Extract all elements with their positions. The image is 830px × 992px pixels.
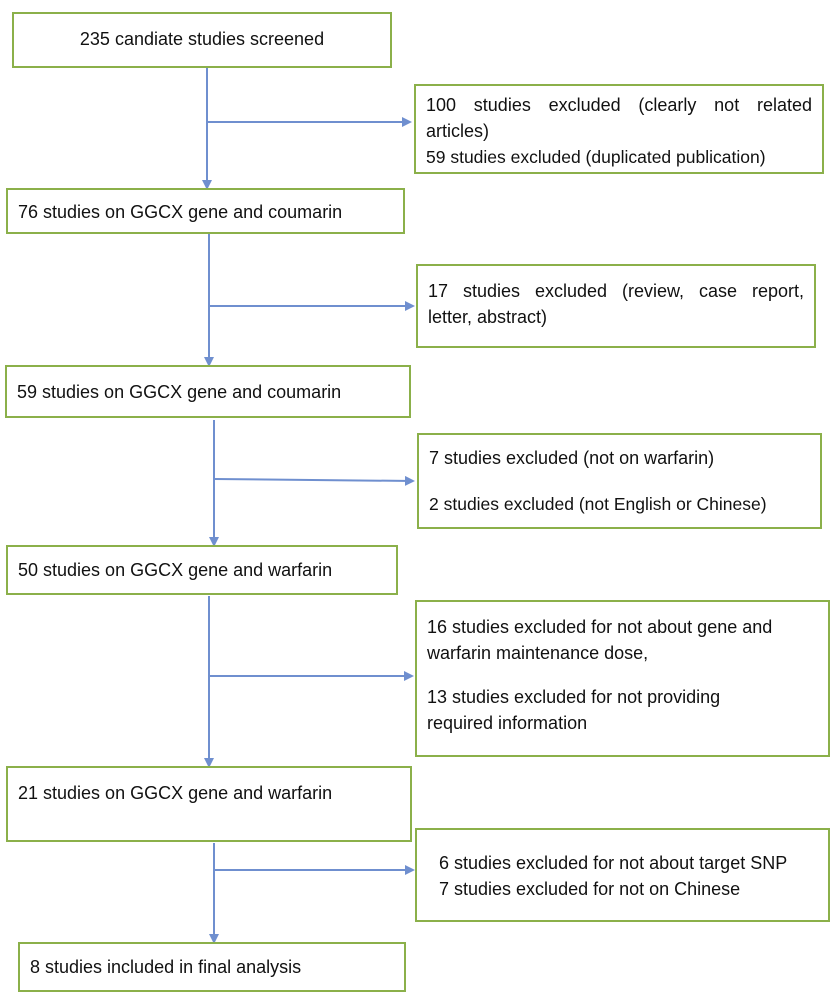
step-label: 59 studies on GGCX gene and coumarin	[17, 382, 341, 402]
step-label: 21 studies on GGCX gene and warfarin	[18, 783, 332, 803]
exclusion-box-5: 6 studies excluded for not about target …	[415, 828, 830, 922]
exclusion-line: 13 studies excluded for not providing	[427, 684, 818, 710]
exclusion-line: 7 studies excluded for not on Chinese	[439, 876, 818, 902]
step-label: 235 candiate studies screened	[80, 29, 324, 49]
exclusion-line: 59 studies excluded (duplicated publicat…	[426, 144, 812, 170]
step-label: 76 studies on GGCX gene and coumarin	[18, 202, 342, 222]
exclusion-line: required information	[427, 710, 818, 736]
exclusion-line: 6 studies excluded for not about target …	[439, 850, 818, 876]
exclusion-box-3: 7 studies excluded (not on warfarin) 2 s…	[417, 433, 822, 529]
exclusion-box-1: 100 studies excluded (clearly not relate…	[414, 84, 824, 174]
step-box-warfarin-21: 21 studies on GGCX gene and warfarin	[6, 766, 412, 842]
step-label: 8 studies included in final analysis	[30, 957, 301, 977]
step-box-coumarin-59: 59 studies on GGCX gene and coumarin	[5, 365, 411, 418]
exclusion-line: 7 studies excluded (not on warfarin)	[429, 445, 810, 471]
step-box-warfarin-50: 50 studies on GGCX gene and warfarin	[6, 545, 398, 595]
exclusion-line: 2 studies excluded (not English or Chine…	[429, 491, 810, 517]
exclusion-line: 17 studies excluded (review, case report…	[428, 278, 804, 304]
exclusion-line: letter, abstract)	[428, 304, 804, 330]
exclusion-line: 100 studies excluded (clearly not relate…	[426, 92, 812, 118]
step-box-screened: 235 candiate studies screened	[12, 12, 392, 68]
arrow-side-3	[214, 479, 413, 481]
step-label: 50 studies on GGCX gene and warfarin	[18, 560, 332, 580]
step-box-coumarin-76: 76 studies on GGCX gene and coumarin	[6, 188, 405, 234]
exclusion-line: articles)	[426, 118, 812, 144]
exclusion-line: warfarin maintenance dose,	[427, 640, 818, 666]
exclusion-line: 16 studies excluded for not about gene a…	[427, 614, 818, 640]
step-box-final-analysis: 8 studies included in final analysis	[18, 942, 406, 992]
exclusion-box-2: 17 studies excluded (review, case report…	[416, 264, 816, 348]
exclusion-box-4: 16 studies excluded for not about gene a…	[415, 600, 830, 757]
